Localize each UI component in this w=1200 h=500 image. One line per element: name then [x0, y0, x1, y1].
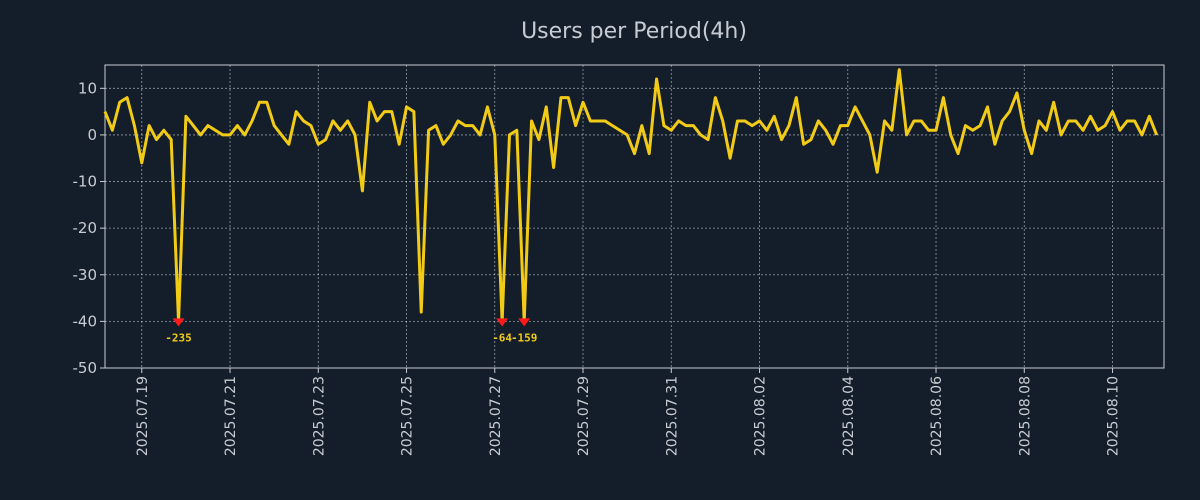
y-tick-label: 0 [87, 126, 97, 144]
annotation-label: -159 [511, 331, 538, 344]
clip-marker [172, 318, 185, 327]
series [103, 68, 1159, 323]
x-tick-label: 2025.07.27 [488, 376, 504, 456]
annotations: -235 -64-159 [165, 318, 537, 344]
x-tick-label: 2025.07.29 [576, 376, 592, 456]
annotation-label: -64 [492, 331, 512, 344]
grid [105, 65, 1164, 369]
x-axis-ticks: 2025.07.19 2025.07.21 2025.07.23 2025.07.25… [135, 368, 1122, 456]
clip-marker [518, 318, 531, 327]
x-tick-label: 2025.08.08 [1017, 376, 1033, 456]
x-tick-label: 2025.07.19 [135, 376, 151, 456]
x-tick-label: 2025.07.25 [400, 376, 416, 456]
y-tick-label: -30 [73, 266, 98, 284]
annotation-label: -235 [165, 331, 192, 344]
y-tick-label: 10 [78, 79, 97, 97]
x-tick-label: 2025.08.10 [1106, 376, 1122, 456]
y-tick-label: -20 [73, 219, 98, 237]
clip-marker [496, 318, 509, 327]
chart-title: Users per Period(4h) [521, 19, 747, 44]
y-tick-label: -10 [73, 173, 98, 191]
x-tick-label: 2025.08.04 [841, 376, 857, 456]
y-axis-ticks: 10 0 -10 -20 -30 -40 -50 [73, 79, 105, 377]
x-tick-label: 2025.08.06 [929, 376, 945, 456]
x-tick-label: 2025.07.23 [311, 376, 327, 456]
y-tick-label: -40 [73, 312, 98, 330]
y-tick-label: -50 [73, 359, 98, 377]
series-line [103, 68, 1159, 323]
x-tick-label: 2025.07.31 [664, 376, 680, 456]
plot-frame [104, 64, 1165, 369]
x-tick-label: 2025.08.02 [753, 376, 769, 456]
x-tick-label: 2025.07.21 [223, 376, 239, 456]
